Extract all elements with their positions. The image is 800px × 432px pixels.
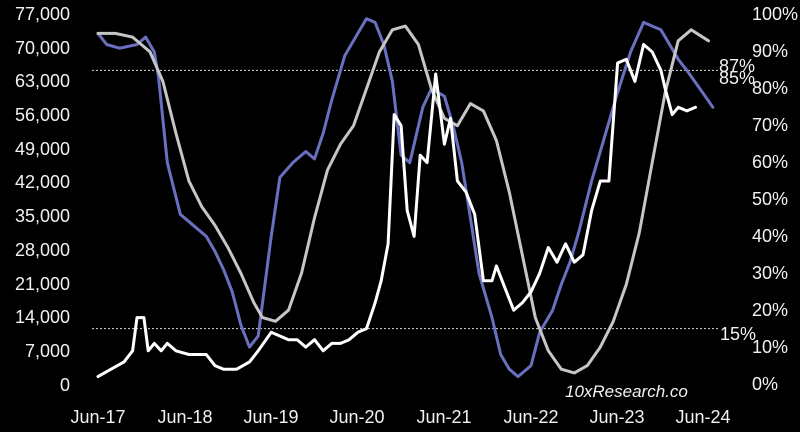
x-tick-label: Jun-23 (589, 407, 644, 427)
left-tick-label: 21,000 (15, 274, 70, 294)
left-y-axis: 77,000 70,000 63,000 56,000 49,000 42,00… (15, 4, 70, 395)
x-tick-label: Jun-19 (243, 407, 298, 427)
left-tick-label: 56,000 (15, 105, 70, 125)
right-tick-label: 40% (752, 226, 788, 246)
end-label-87: 87% (719, 56, 755, 76)
x-tick-label: Jun-18 (157, 407, 212, 427)
right-tick-label: 80% (752, 78, 788, 98)
left-tick-label: 70,000 (15, 38, 70, 58)
reference-label-15: 15% (720, 324, 756, 344)
left-tick-label: 77,000 (15, 4, 70, 24)
right-y-axis: 100% 90% 80% 70% 60% 50% 40% 30% 20% 10%… (752, 4, 798, 394)
left-tick-label: 42,000 (15, 172, 70, 192)
left-tick-label: 7,000 (25, 341, 70, 361)
right-tick-label: 50% (752, 189, 788, 209)
watermark: 10xResearch.co (565, 382, 688, 401)
left-tick-label: 0 (60, 375, 70, 395)
left-tick-label: 63,000 (15, 71, 70, 91)
series-line-blue (96, 17, 715, 379)
right-tick-label: 60% (752, 152, 788, 172)
left-tick-label: 49,000 (15, 139, 70, 159)
series-layer (96, 17, 715, 379)
series-line-white (96, 43, 697, 379)
end-label-85: 85% (719, 68, 755, 88)
x-axis: Jun-17 Jun-18 Jun-19 Jun-20 Jun-21 Jun-2… (70, 407, 730, 427)
right-tick-label: 10% (752, 337, 788, 357)
x-tick-label: Jun-22 (503, 407, 558, 427)
right-tick-label: 100% (752, 4, 798, 24)
right-tick-label: 70% (752, 115, 788, 135)
right-tick-label: 90% (752, 41, 788, 61)
right-tick-label: 0% (752, 374, 778, 394)
left-tick-label: 28,000 (15, 240, 70, 260)
left-tick-label: 14,000 (15, 307, 70, 327)
right-tick-label: 30% (752, 263, 788, 283)
left-tick-label: 35,000 (15, 206, 70, 226)
x-tick-label: Jun-21 (416, 407, 471, 427)
series-line-gray (96, 24, 710, 375)
x-tick-label: Jun-20 (329, 407, 384, 427)
x-tick-label: Jun-17 (70, 407, 125, 427)
reference-lines (92, 69, 720, 330)
x-tick-label: Jun-24 (675, 407, 730, 427)
right-tick-label: 20% (752, 300, 788, 320)
